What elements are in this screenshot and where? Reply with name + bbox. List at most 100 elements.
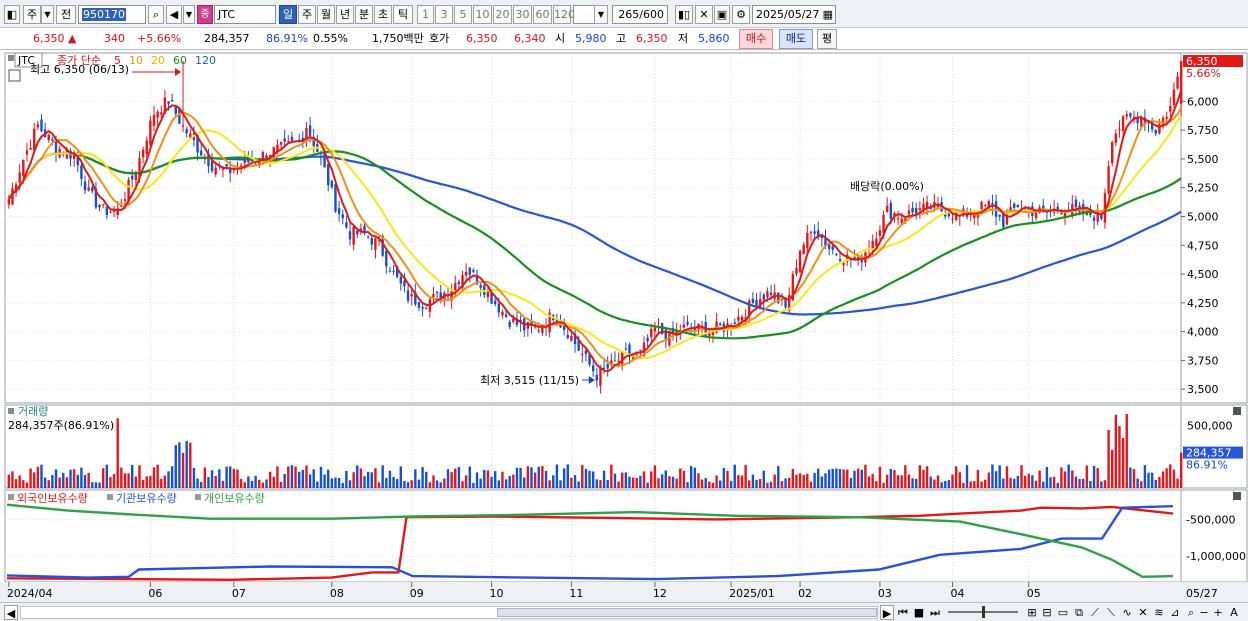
ma-10-line: [7, 107, 1183, 367]
grid-icon[interactable]: ⊟: [1042, 606, 1052, 619]
interval-5[interactable]: 5: [454, 5, 472, 24]
interval-dropdown-icon[interactable]: ▼: [594, 5, 608, 24]
x-tick-label-9: 02: [798, 587, 812, 600]
candle-body: [1165, 116, 1168, 119]
volume-bar: [925, 466, 929, 488]
sell-button[interactable]: 매도: [779, 29, 813, 49]
avg-button[interactable]: 평: [817, 29, 837, 49]
stock-name-field[interactable]: JTC: [214, 5, 276, 24]
line-tool-icon[interactable]: ⟋: [1091, 606, 1099, 619]
candle-type-icon[interactable]: ▮▯: [675, 5, 693, 24]
indicator-icon[interactable]: ✕: [695, 5, 713, 24]
ma-legend-period-10: 10: [129, 54, 143, 67]
period-tick[interactable]: 틱: [393, 5, 413, 24]
candle-body: [51, 139, 54, 141]
volume-bar: [1063, 471, 1067, 488]
market-dropdown-icon[interactable]: ▼: [41, 5, 54, 24]
copy-icon[interactable]: ⧉: [1075, 606, 1083, 619]
interval-60[interactable]: 60: [533, 5, 552, 24]
horizontal-scrollbar[interactable]: [20, 606, 878, 619]
volume-bar: [737, 475, 740, 488]
x-tick-label-4: 09: [410, 587, 424, 600]
zoom-out-step-icon[interactable]: ⏮: [898, 606, 908, 619]
prev-button[interactable]: 전: [56, 5, 76, 24]
save-icon[interactable]: ▣: [714, 5, 730, 24]
candle-body: [813, 231, 816, 234]
cross-tool-icon[interactable]: ✕: [1138, 606, 1148, 619]
period-week[interactable]: 주: [298, 5, 316, 24]
period-day[interactable]: 일: [279, 5, 297, 24]
period-second[interactable]: 초: [374, 5, 392, 24]
zoom-slider-handle[interactable]: [982, 606, 985, 618]
chart-menu-icon[interactable]: ◧: [4, 5, 20, 24]
period-year[interactable]: 년: [336, 5, 354, 24]
candle-body: [893, 213, 896, 217]
symbol-label-box: [14, 52, 43, 68]
volume-bar: [983, 479, 987, 488]
wave-tool-icon[interactable]: ∿: [1122, 606, 1132, 619]
speaker-icon[interactable]: ◀: [166, 5, 182, 24]
candle-body: [1009, 207, 1012, 211]
candle-body: [740, 316, 744, 321]
current-pct-tag: 5.66%: [1186, 67, 1221, 80]
ruler-icon[interactable]: ⊿: [1170, 606, 1180, 619]
candle-body: [1121, 116, 1125, 131]
zoom-in-icon[interactable]: +: [1213, 606, 1223, 619]
volume-bar: [18, 475, 21, 488]
text-tool-icon[interactable]: A: [1230, 606, 1238, 619]
interval-120[interactable]: 120: [553, 5, 575, 24]
volume-bar: [80, 467, 83, 488]
volume-bar: [686, 482, 689, 488]
period-minute[interactable]: 분: [355, 5, 373, 24]
volume-bar: [624, 472, 628, 488]
fast-forward-icon[interactable]: ⏭: [930, 606, 940, 619]
interval-1[interactable]: 1: [417, 5, 434, 24]
zoom-out-icon[interactable]: −: [1199, 606, 1209, 619]
settings-gear-icon[interactable]: ⚙: [732, 5, 750, 24]
candle-body: [686, 322, 689, 325]
chart-area[interactable]: 2024/04 06 07 08 09 10 11 12 2025/01 02 03 04 05 05/2…: [0, 50, 1248, 602]
fibo-tool-icon[interactable]: ≋: [1154, 606, 1164, 619]
candle-body: [109, 211, 112, 213]
scroll-right-icon[interactable]: ▶: [880, 605, 894, 620]
magnifier-icon[interactable]: ⌕: [1187, 606, 1195, 619]
candle-body: [497, 303, 501, 313]
volume-bar: [1158, 476, 1161, 488]
window-icon[interactable]: ▭: [1057, 606, 1069, 619]
chart-svg[interactable]: 2024/04 06 07 08 09 10 11 12 2025/01 02 03 04 05 05/2…: [0, 50, 1248, 602]
volume-bar: [911, 478, 914, 488]
scrollbar-thumb[interactable]: [497, 608, 877, 617]
interval-20[interactable]: 20: [493, 5, 512, 24]
scroll-left-icon[interactable]: ◀: [4, 605, 18, 620]
volume-bar: [112, 474, 116, 488]
candle-body: [127, 179, 130, 202]
search-icon[interactable]: ⌕: [148, 5, 164, 24]
interval-10[interactable]: 10: [473, 5, 492, 24]
volume-bar: [243, 482, 246, 488]
candle-body: [475, 276, 479, 285]
crosshair-icon[interactable]: ⊞: [1027, 606, 1037, 619]
buy-button[interactable]: 매수: [739, 29, 773, 49]
market-tab[interactable]: 주: [23, 5, 41, 24]
date-input[interactable]: 2025/05/27 ▦: [752, 5, 836, 24]
count-input[interactable]: 265/600: [612, 5, 668, 24]
pane-menu-icon: [8, 55, 14, 61]
volume-bar: [504, 479, 508, 488]
period-month[interactable]: 월: [317, 5, 335, 24]
stock-code-input[interactable]: 950170: [78, 5, 146, 24]
volume-bar: [1092, 466, 1096, 488]
candle-body: [14, 184, 18, 193]
interval-3[interactable]: 3: [435, 5, 453, 24]
calendar-icon[interactable]: ▦: [822, 8, 833, 21]
zoom-slider[interactable]: [948, 606, 1018, 618]
volume-bar: [450, 472, 453, 488]
volume-bar: [98, 482, 101, 488]
interval-30[interactable]: 30: [513, 5, 532, 24]
volume-bar: [744, 464, 747, 488]
candle-body: [646, 337, 649, 342]
stop-icon[interactable]: ■: [913, 606, 925, 619]
trend-tool-icon[interactable]: ⟍: [1107, 606, 1115, 619]
y-tick-label-price-2: 4,000: [1187, 326, 1219, 339]
candle-body: [537, 330, 540, 332]
speaker-dropdown-icon[interactable]: ▼: [183, 5, 195, 24]
